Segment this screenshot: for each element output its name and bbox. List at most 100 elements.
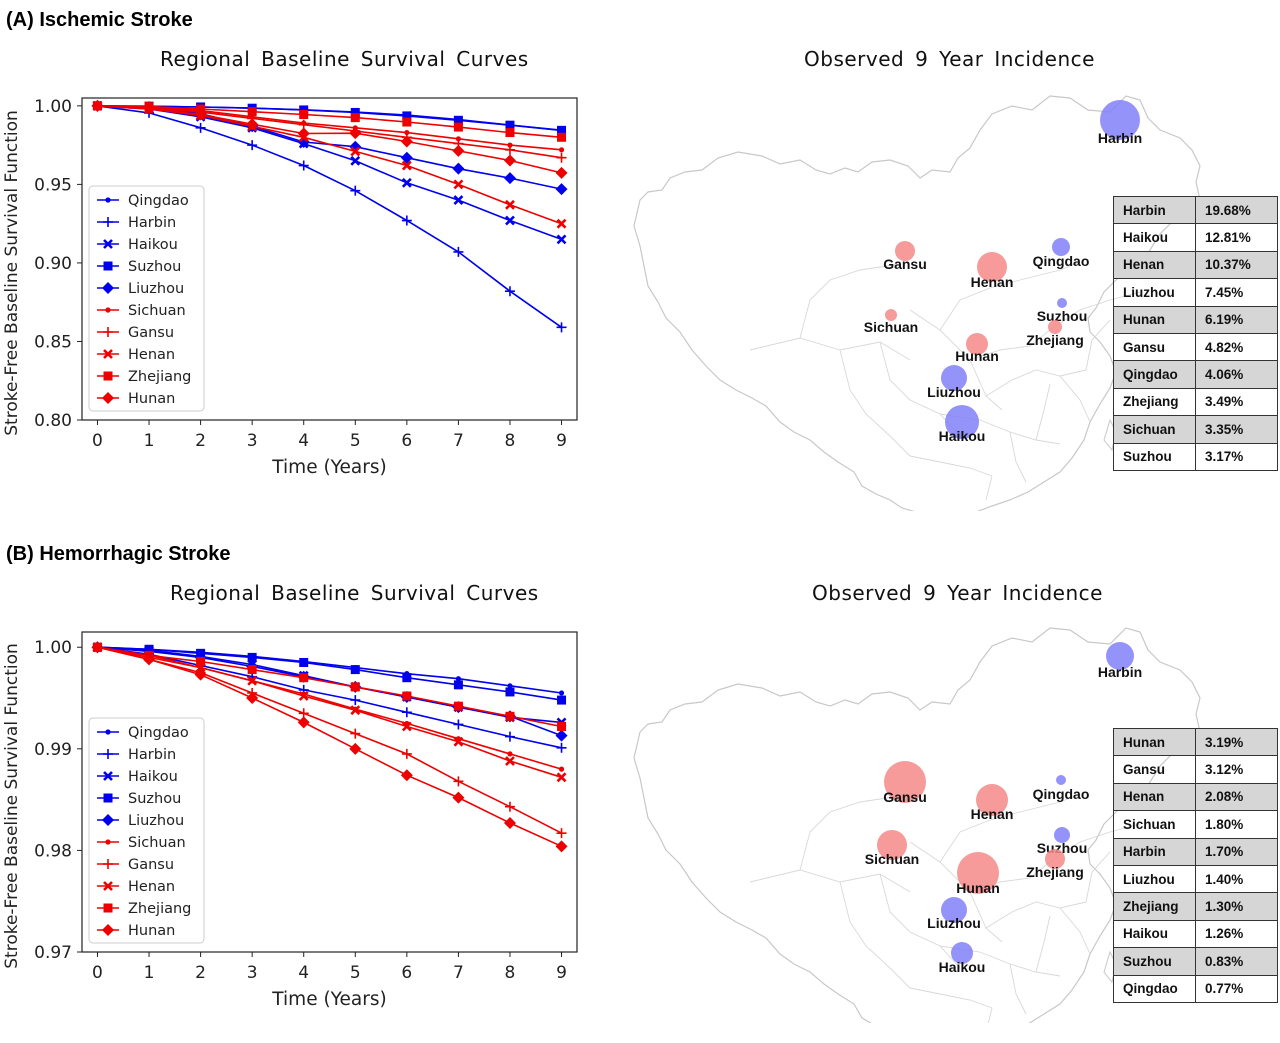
province-border	[839, 349, 911, 457]
series-line	[97, 105, 562, 174]
bubble-qingdao	[1056, 775, 1066, 785]
legend-marker	[103, 239, 113, 249]
data-point	[555, 183, 568, 196]
map-label-gansu: Gansu	[883, 789, 927, 805]
data-point	[247, 140, 258, 151]
legend-label: Liuzhou	[128, 281, 184, 297]
legend-label: Hunan	[128, 391, 175, 407]
province-border	[939, 793, 1081, 863]
bubble-liuzhou	[941, 365, 967, 391]
incidence-cell: 3.19%	[1195, 727, 1278, 757]
data-point	[453, 776, 464, 787]
x-axis-label: Time (Years)	[271, 989, 386, 1010]
bubble-henan	[977, 252, 1007, 282]
data-point	[453, 179, 464, 190]
legend-label: Haikou	[128, 769, 178, 785]
y-axis-label: Stroke-Free Baseline Survival Function	[2, 110, 22, 436]
incidence-cell: 3.17%	[1195, 442, 1278, 471]
table-row: Sichuan 3.35%	[1113, 415, 1278, 444]
map-label-henan: Henan	[971, 806, 1014, 822]
x-tick-label: 7	[453, 431, 464, 451]
data-point	[556, 322, 567, 333]
region-cell: Henan	[1113, 250, 1196, 280]
series-line	[97, 646, 562, 749]
legend-label: Zhejiang	[128, 901, 191, 917]
series-line	[97, 646, 562, 834]
data-point	[350, 705, 361, 716]
legend-marker	[105, 307, 111, 313]
series-suzhou	[92, 642, 567, 705]
data-point	[453, 122, 463, 132]
province-border	[909, 309, 1003, 411]
data-point	[298, 691, 309, 701]
map-label-qingdao: Qingdao	[1033, 786, 1090, 802]
data-point	[558, 147, 565, 153]
x-tick-label: 4	[298, 431, 309, 451]
incidence-cell: 7.45%	[1195, 278, 1278, 307]
legend-marker	[103, 349, 113, 359]
bubble-zhejiang	[1048, 320, 1062, 334]
data-point	[452, 144, 465, 157]
incidence-table: Hunan 3.19% Gansu 3.12% Henan 2.08% Sichuan 1.8…	[1113, 727, 1278, 1003]
bubble-haikou	[951, 942, 973, 964]
data-point	[505, 128, 515, 138]
data-point	[504, 801, 515, 812]
bubble-hunan	[957, 852, 999, 894]
legend-label: Suzhou	[128, 791, 181, 807]
map-label-suzhou: Suzhou	[1037, 308, 1088, 324]
legend-label: Qingdao	[128, 725, 189, 741]
y-tick-label: 0.97	[34, 943, 72, 963]
data-point	[452, 791, 465, 804]
map-label-haikou: Haikou	[939, 428, 986, 444]
incidence-cell: 19.68%	[1195, 195, 1278, 225]
bubble-zhejiang	[1045, 849, 1065, 869]
data-point	[400, 135, 413, 148]
legend-label: Liuzhou	[128, 813, 184, 829]
bubble-haikou	[945, 405, 979, 439]
data-point	[350, 185, 361, 196]
data-point	[350, 695, 361, 706]
y-tick-label: 0.95	[34, 175, 72, 195]
panel-ischemic: (A) Ischemic Stroke Regional Baseline Su…	[0, 0, 1280, 511]
series-line	[97, 646, 562, 770]
province-border	[1085, 851, 1111, 903]
table-row: Henan 2.08%	[1113, 782, 1278, 812]
data-point	[350, 728, 361, 739]
data-point	[143, 653, 156, 666]
table-row: Haikou 12.81%	[1113, 223, 1278, 252]
series-zhejiang	[92, 101, 567, 142]
data-point	[194, 108, 207, 121]
table-row: Sichuan 1.80%	[1113, 810, 1278, 839]
series-gansu	[92, 642, 567, 839]
legend-label: Henan	[128, 347, 175, 363]
x-tick-label: 9	[556, 431, 567, 451]
region-cell: Qingdao	[1113, 974, 1196, 1003]
data-point	[505, 687, 515, 697]
legend-marker	[102, 814, 114, 826]
incidence-cell: 12.81%	[1195, 223, 1278, 252]
province-border	[1009, 431, 1027, 483]
chart-title: Regional Baseline Survival Curves	[160, 47, 529, 71]
table-row: Harbin 1.70%	[1113, 837, 1278, 866]
province-border	[969, 329, 1051, 361]
region-cell: Suzhou	[1113, 442, 1196, 471]
bubble-qingdao	[1052, 238, 1070, 256]
legend-marker	[105, 729, 111, 735]
province-border	[799, 263, 901, 339]
legend: Qingdao Harbin Haikou Suzhou Liuzhou Sichuan G…	[88, 185, 205, 412]
data-point	[504, 286, 515, 297]
data-point	[556, 828, 567, 839]
y-tick-label: 1.00	[34, 638, 72, 658]
data-point	[401, 707, 412, 718]
legend-marker	[103, 859, 113, 869]
data-point	[91, 99, 104, 112]
x-tick-label: 6	[401, 963, 412, 983]
data-point	[298, 160, 309, 171]
region-cell: Sichuan	[1113, 810, 1196, 839]
incidence-cell: 1.80%	[1195, 810, 1278, 839]
incidence-cell: 2.08%	[1195, 782, 1278, 812]
x-axis-label: Time (Years)	[271, 457, 386, 478]
data-point	[504, 731, 515, 742]
incidence-table: Harbin 19.68% Haikou 12.81% Henan 10.37% Liuzh…	[1113, 195, 1278, 471]
panel-label: (A) Ischemic Stroke	[6, 9, 193, 31]
